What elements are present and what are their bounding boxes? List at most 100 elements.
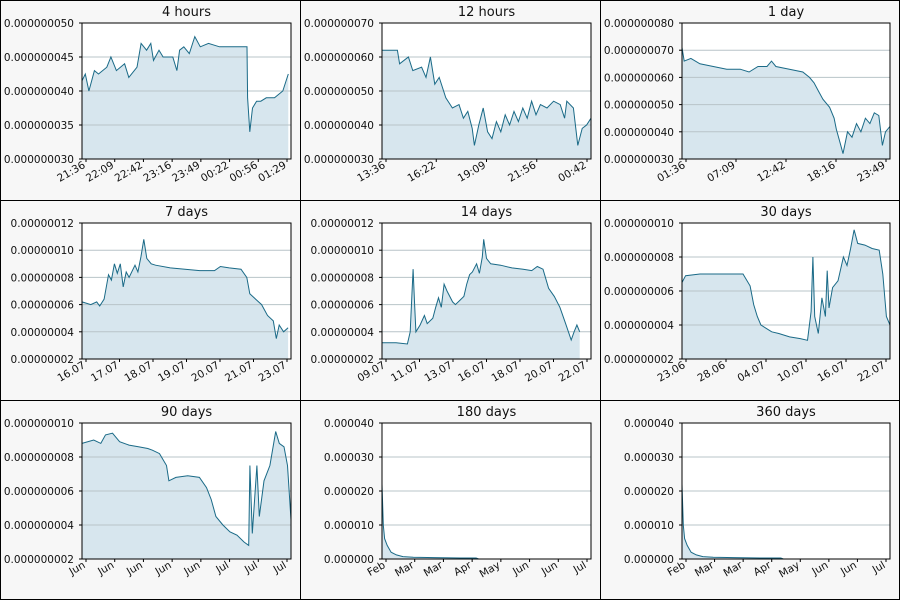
chart-panel-5: 30 days 0.000000002 0.000000004 0.000000006… xyxy=(600,200,900,401)
x-tick-label-7-1: Mar xyxy=(393,559,417,580)
y-tick-label-7-2: 0.000020 xyxy=(324,486,374,498)
x-tick-label-8-5: Jun xyxy=(809,559,830,578)
plot-border-0 xyxy=(81,22,292,160)
x-tick-label-5-5: 22.07 xyxy=(855,359,887,384)
y-tick-label-4-3: 0.00000008 xyxy=(311,272,374,284)
x-tick-label-0-4: 23:49 xyxy=(170,159,202,185)
chart-svg-6: 90 days 0.000000002 0.000000004 0.000000006… xyxy=(4,405,292,578)
y-tick-label-8-0: 0.000000 xyxy=(624,554,674,566)
x-tick-label-6-7: Jul xyxy=(271,559,289,576)
y-tick-label-0-4: 0.000000050 xyxy=(4,18,74,30)
plot-border-5 xyxy=(681,222,891,360)
x-tick-label-6-6: Jul xyxy=(242,559,260,576)
chart-title-1: 12 hours xyxy=(458,5,515,20)
series-line-1 xyxy=(382,49,592,146)
series-area-0 xyxy=(82,36,289,159)
x-tick-label-5-4: 16.07 xyxy=(815,359,847,384)
x-tick-label-3-1: 17.07 xyxy=(89,359,121,384)
x-tick-label-7-6: Jun xyxy=(539,559,560,578)
y-tick-label-6-1: 0.000000004 xyxy=(4,520,74,532)
y-tick-label-5-1: 0.000000004 xyxy=(604,320,674,332)
chart-svg-3: 7 days 0.00000002 0.00000004 0.00000006 0.00… xyxy=(11,205,292,385)
x-tick-label-3-2: 18.07 xyxy=(122,359,154,384)
x-tick-label-8-4: May xyxy=(777,559,802,580)
x-tick-label-2-2: 12:42 xyxy=(755,159,787,185)
chart-title-3: 7 days xyxy=(165,205,208,220)
x-tick-label-2-3: 18:16 xyxy=(805,159,837,185)
y-tick-label-2-1: 0.000000040 xyxy=(604,127,674,139)
x-tick-label-5-2: 04.07 xyxy=(735,359,767,384)
chart-panel-2: 1 day 0.000000030 0.000000040 0.000000050 0.… xyxy=(600,0,900,201)
x-tick-label-6-1: Jun xyxy=(95,559,116,578)
chart-title-6: 90 days xyxy=(161,405,213,420)
y-tick-label-6-0: 0.000000002 xyxy=(4,554,74,566)
x-tick-label-6-3: Jun xyxy=(153,559,174,578)
y-tick-label-8-4: 0.000040 xyxy=(624,418,674,430)
y-tick-label-1-0: 0.000000030 xyxy=(304,154,374,166)
y-tick-label-1-1: 0.000000040 xyxy=(304,120,374,132)
chart-title-0: 4 hours xyxy=(162,5,211,20)
plot-border-7 xyxy=(381,422,592,560)
y-tick-label-7-3: 0.000030 xyxy=(324,452,374,464)
y-tick-label-3-1: 0.00000004 xyxy=(11,327,75,339)
x-tick-label-6-2: Jun xyxy=(124,559,145,578)
y-tick-label-2-4: 0.000000070 xyxy=(604,45,674,57)
chart-panel-1: 12 hours 0.000000030 0.000000040 0.00000005… xyxy=(300,0,601,201)
y-tick-label-1-3: 0.000000060 xyxy=(304,52,374,64)
series-line-2 xyxy=(681,47,891,154)
y-tick-label-3-3: 0.00000008 xyxy=(11,272,74,284)
x-tick-label-4-2: 13.07 xyxy=(422,359,454,384)
x-tick-label-7-3: Apr xyxy=(452,559,474,579)
chart-panel-7: 180 days 0.000000 0.000010 0.000020 0.000030… xyxy=(300,400,601,600)
chart-svg-2: 1 day 0.000000030 0.000000040 0.000000050 0.… xyxy=(604,5,891,185)
x-tick-label-3-3: 19.07 xyxy=(156,359,188,384)
chart-svg-5: 30 days 0.000000002 0.000000004 0.000000006… xyxy=(604,205,891,385)
x-tick-label-7-4: May xyxy=(478,559,503,580)
y-tick-label-2-2: 0.000000050 xyxy=(604,100,674,112)
x-tick-label-1-2: 19:09 xyxy=(456,159,488,185)
chart-panel-6: 90 days 0.000000002 0.000000004 0.000000006… xyxy=(0,400,301,600)
y-tick-label-3-5: 0.00000012 xyxy=(11,218,74,230)
series-area-4 xyxy=(382,239,580,359)
y-tick-label-0-3: 0.000000045 xyxy=(4,52,74,64)
series-area-5 xyxy=(682,229,890,359)
series-line-6 xyxy=(81,431,292,547)
chart-panel-8: 360 days 0.000000 0.000010 0.000020 0.000030… xyxy=(600,400,900,600)
x-tick-label-8-6: Jun xyxy=(838,559,859,578)
y-tick-label-8-1: 0.000010 xyxy=(624,520,674,532)
y-tick-label-5-0: 0.000000002 xyxy=(604,354,674,366)
x-tick-label-3-6: 23.07 xyxy=(256,359,288,384)
series-line-5 xyxy=(681,229,891,341)
x-tick-label-1-3: 21:56 xyxy=(506,159,538,185)
plot-border-6 xyxy=(81,422,292,560)
chart-svg-8: 360 days 0.000000 0.000010 0.000020 0.000030… xyxy=(624,405,891,580)
series-line-0 xyxy=(81,35,289,132)
chart-title-5: 30 days xyxy=(760,205,812,220)
series-area-2 xyxy=(682,47,890,159)
chart-panel-0: 4 hours 0.000000030 0.000000035 0.000000040… xyxy=(0,0,301,201)
y-tick-label-0-1: 0.000000035 xyxy=(4,120,74,132)
x-tick-label-4-5: 20.07 xyxy=(523,359,555,384)
chart-title-7: 180 days xyxy=(457,405,517,420)
x-tick-label-8-7: Jul xyxy=(870,559,888,576)
y-tick-label-4-1: 0.00000004 xyxy=(311,327,375,339)
plot-border-8 xyxy=(681,422,891,560)
y-tick-label-7-0: 0.000000 xyxy=(324,554,374,566)
y-tick-label-3-2: 0.00000006 xyxy=(11,300,75,312)
x-tick-label-7-5: Jun xyxy=(510,559,531,578)
chart-svg-0: 4 hours 0.000000030 0.000000035 0.000000040… xyxy=(4,5,292,185)
y-tick-label-5-3: 0.000000008 xyxy=(604,252,674,264)
y-tick-label-6-4: 0.000000010 xyxy=(4,418,74,430)
x-tick-label-6-4: Jun xyxy=(181,559,202,578)
y-tick-label-4-2: 0.00000006 xyxy=(311,300,375,312)
y-tick-label-2-3: 0.000000060 xyxy=(604,72,674,84)
y-tick-label-1-2: 0.000000050 xyxy=(304,86,374,98)
series-area-1 xyxy=(382,50,591,160)
x-tick-label-8-2: Mar xyxy=(721,559,745,580)
y-tick-label-5-4: 0.000000010 xyxy=(604,218,674,230)
x-tick-label-4-3: 16.07 xyxy=(456,359,488,384)
x-tick-label-1-4: 00:42 xyxy=(556,159,588,185)
chart-svg-4: 14 days 0.00000002 0.00000004 0.00000006 0.0… xyxy=(311,205,592,385)
series-line-4 xyxy=(382,239,581,345)
